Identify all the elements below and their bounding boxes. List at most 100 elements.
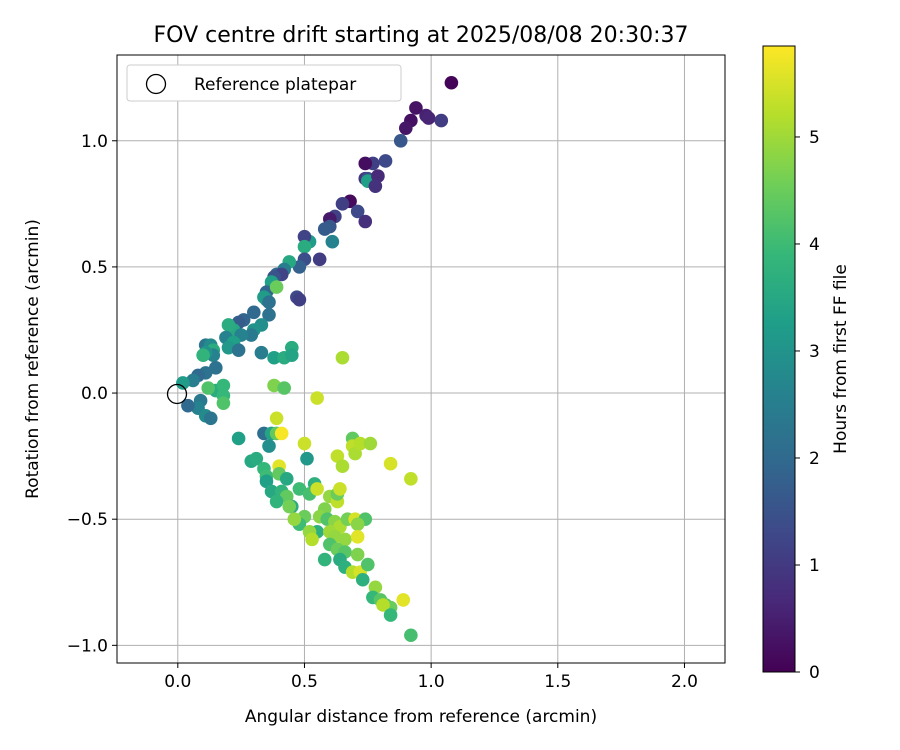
data-point <box>363 436 378 451</box>
data-point <box>444 75 459 90</box>
colorbar-tick-label: 0 <box>809 663 820 683</box>
data-point <box>292 260 307 274</box>
data-point <box>355 572 370 587</box>
data-point <box>247 305 261 320</box>
data-point <box>287 512 302 526</box>
data-point <box>361 557 375 572</box>
data-point <box>312 252 327 267</box>
data-point <box>259 474 274 489</box>
data-point <box>396 593 411 607</box>
data-point <box>353 436 368 451</box>
x-tick-label: 1.0 <box>418 672 445 692</box>
legend-label: Reference platepar <box>194 75 356 95</box>
data-point <box>325 234 340 249</box>
data-point <box>350 517 365 532</box>
data-point <box>434 113 449 128</box>
plot-frame <box>116 54 726 664</box>
data-point <box>277 381 292 395</box>
colorbar-ticks: 0 1 2 3 4 5 <box>795 128 820 683</box>
data-point <box>264 484 279 499</box>
data-point <box>209 361 223 375</box>
colorbar-tick-label: 3 <box>809 342 820 362</box>
data-point <box>300 451 314 466</box>
data-point <box>305 532 319 547</box>
data-point <box>279 472 294 486</box>
data-point <box>181 398 195 413</box>
data-point <box>269 494 284 509</box>
colorbar-tick-label: 2 <box>809 449 820 469</box>
data-point <box>244 328 259 342</box>
data-point <box>350 530 365 544</box>
data-point <box>330 449 345 463</box>
data-point <box>216 396 231 410</box>
data-point <box>267 350 281 365</box>
data-point <box>350 204 365 219</box>
legend-box <box>126 64 402 102</box>
data-point <box>404 472 418 486</box>
data-point <box>176 376 190 390</box>
colorbar <box>762 45 796 673</box>
data-point <box>249 451 264 466</box>
data-point <box>378 154 393 168</box>
data-point <box>409 101 423 115</box>
data-point <box>358 156 373 171</box>
y-tick-label: 0.0 <box>81 384 108 404</box>
x-tick-label: 1.5 <box>544 672 571 692</box>
legend: Reference platepar <box>126 64 402 102</box>
grid-lines <box>117 55 725 663</box>
colorbar-tick-label: 5 <box>809 128 820 148</box>
data-point <box>231 343 246 357</box>
x-tick-label: 0.0 <box>164 672 191 692</box>
y-tick-label: −0.5 <box>67 510 108 530</box>
data-point <box>338 532 352 547</box>
data-point <box>221 318 236 332</box>
data-point <box>297 229 312 244</box>
data-point <box>285 348 299 363</box>
data-point <box>335 350 350 365</box>
y-axis-label: Rotation from reference (arcmin) <box>23 219 43 499</box>
y-tick-label: 0.5 <box>81 258 108 278</box>
data-point <box>317 552 332 567</box>
data-point <box>254 345 269 360</box>
data-point <box>262 439 276 453</box>
data-point <box>393 133 408 148</box>
data-point <box>203 411 218 426</box>
data-point <box>292 482 307 496</box>
data-point <box>297 239 312 254</box>
x-axis-label: Angular distance from reference (arcmin) <box>245 707 597 727</box>
data-point <box>376 598 390 612</box>
y-axis-ticks: −1.0 −0.5 0.0 0.5 1.0 <box>67 132 117 656</box>
colorbar-tick-label: 4 <box>809 235 820 255</box>
x-tick-label: 2.0 <box>671 672 698 692</box>
data-point <box>335 197 350 211</box>
data-point <box>196 348 210 363</box>
data-point <box>350 547 365 562</box>
data-point <box>383 608 398 622</box>
data-point <box>231 431 246 446</box>
legend-reference-marker <box>145 73 167 95</box>
reference-marker <box>166 383 188 405</box>
data-point <box>297 436 312 451</box>
colorbar-label: Hours from first FF file <box>831 264 851 454</box>
data-point <box>317 222 332 236</box>
data-point <box>368 179 383 193</box>
data-point <box>310 482 324 496</box>
chart-title: FOV centre drift starting at 2025/08/08 … <box>154 23 689 48</box>
data-point <box>269 280 284 294</box>
data-point <box>269 411 284 426</box>
data-point <box>274 426 289 441</box>
data-point <box>262 308 276 322</box>
data-point <box>333 482 347 496</box>
data-point <box>383 456 398 471</box>
data-point <box>310 391 324 405</box>
data-point <box>201 381 215 395</box>
data-point <box>262 295 276 310</box>
y-tick-label: 1.0 <box>81 132 108 152</box>
data-point <box>358 214 373 229</box>
colorbar-tick-label: 1 <box>809 556 820 576</box>
data-point <box>421 111 436 125</box>
data-point <box>348 446 362 461</box>
data-points <box>176 75 459 643</box>
data-point <box>216 378 231 393</box>
